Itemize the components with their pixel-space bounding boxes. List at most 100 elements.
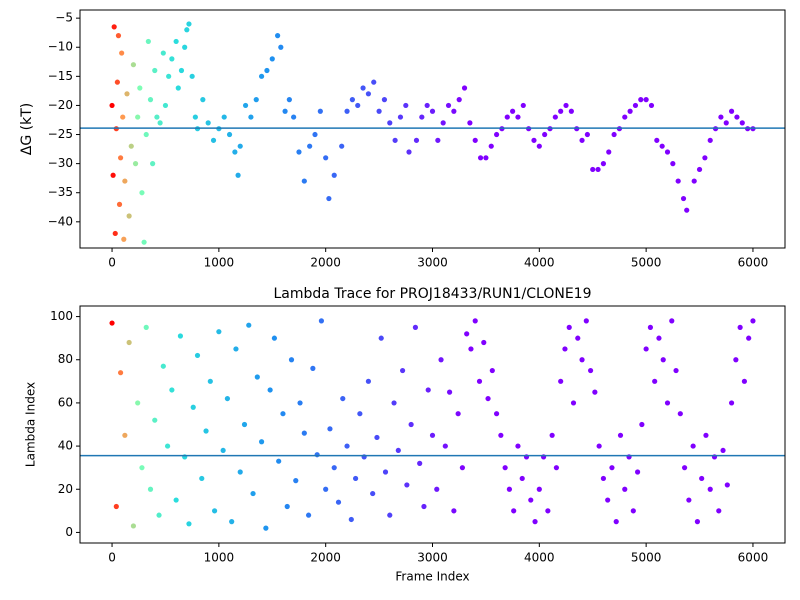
- point: [734, 114, 740, 120]
- y-tick-label: 40: [58, 439, 73, 453]
- x-tick-label: 3000: [417, 551, 448, 565]
- point: [681, 465, 688, 471]
- point: [464, 331, 470, 337]
- point: [263, 525, 269, 531]
- point: [472, 137, 478, 143]
- point: [162, 102, 169, 109]
- point: [166, 73, 172, 79]
- point: [696, 166, 703, 173]
- point: [182, 44, 188, 50]
- point: [115, 33, 122, 39]
- point: [307, 143, 313, 149]
- point: [109, 320, 115, 326]
- point: [173, 38, 179, 45]
- point: [112, 230, 118, 237]
- point: [264, 67, 270, 74]
- point: [135, 114, 141, 120]
- point: [724, 482, 730, 488]
- point: [122, 178, 128, 184]
- point: [126, 213, 132, 219]
- point: [250, 490, 256, 497]
- x-tick-label: 1000: [204, 256, 235, 270]
- point: [536, 143, 542, 149]
- point: [600, 161, 607, 167]
- point: [600, 475, 607, 482]
- point: [468, 346, 474, 352]
- point: [224, 395, 231, 402]
- point: [355, 102, 361, 109]
- point: [242, 102, 249, 109]
- point: [549, 432, 555, 438]
- point: [139, 190, 145, 196]
- point: [258, 439, 265, 445]
- point: [648, 102, 655, 109]
- point: [349, 97, 355, 103]
- point: [558, 378, 564, 384]
- point: [639, 421, 645, 428]
- point: [152, 67, 158, 74]
- point: [459, 465, 466, 471]
- point: [258, 73, 265, 79]
- y-tick-label: −20: [48, 98, 73, 112]
- point: [434, 486, 440, 492]
- point: [331, 172, 337, 178]
- point: [440, 120, 446, 126]
- point: [510, 108, 516, 114]
- point: [220, 447, 226, 454]
- y-tick-label: −15: [48, 69, 73, 83]
- point: [519, 475, 525, 482]
- point: [371, 79, 377, 85]
- point: [654, 137, 660, 143]
- point: [376, 108, 382, 114]
- point: [297, 400, 303, 406]
- point: [135, 400, 141, 406]
- y-axis-label: Lambda Index: [24, 382, 38, 467]
- point: [638, 97, 644, 103]
- point: [737, 324, 743, 330]
- point: [489, 367, 495, 374]
- x-tick-label: 5000: [631, 256, 662, 270]
- point: [235, 172, 241, 178]
- point: [117, 155, 124, 161]
- point: [424, 102, 430, 109]
- point: [419, 114, 425, 120]
- point: [617, 432, 624, 438]
- point: [282, 108, 288, 114]
- point: [592, 389, 598, 395]
- y-tick-label: −5: [55, 11, 73, 25]
- point: [194, 352, 201, 359]
- point: [199, 475, 205, 482]
- point: [515, 443, 521, 449]
- point: [455, 411, 461, 417]
- point: [344, 443, 350, 449]
- point: [190, 404, 196, 410]
- point: [417, 460, 423, 466]
- point: [643, 97, 649, 103]
- point: [446, 389, 453, 395]
- point: [119, 50, 125, 56]
- point: [139, 465, 145, 471]
- point: [520, 102, 526, 109]
- point: [177, 333, 184, 339]
- point: [566, 324, 572, 330]
- point: [677, 411, 683, 417]
- point: [203, 428, 209, 434]
- point: [406, 149, 412, 155]
- point: [531, 137, 537, 143]
- point: [652, 378, 658, 384]
- point: [659, 143, 665, 149]
- x-tick-label: 2000: [310, 256, 341, 270]
- point: [207, 378, 213, 384]
- point: [720, 447, 726, 454]
- point: [438, 357, 444, 363]
- point: [237, 469, 243, 475]
- point: [392, 137, 398, 143]
- point: [703, 432, 709, 438]
- point: [275, 33, 281, 39]
- plot-frame: [79, 305, 786, 544]
- point: [276, 458, 282, 464]
- point: [584, 131, 590, 138]
- point: [128, 143, 134, 149]
- point: [154, 114, 160, 120]
